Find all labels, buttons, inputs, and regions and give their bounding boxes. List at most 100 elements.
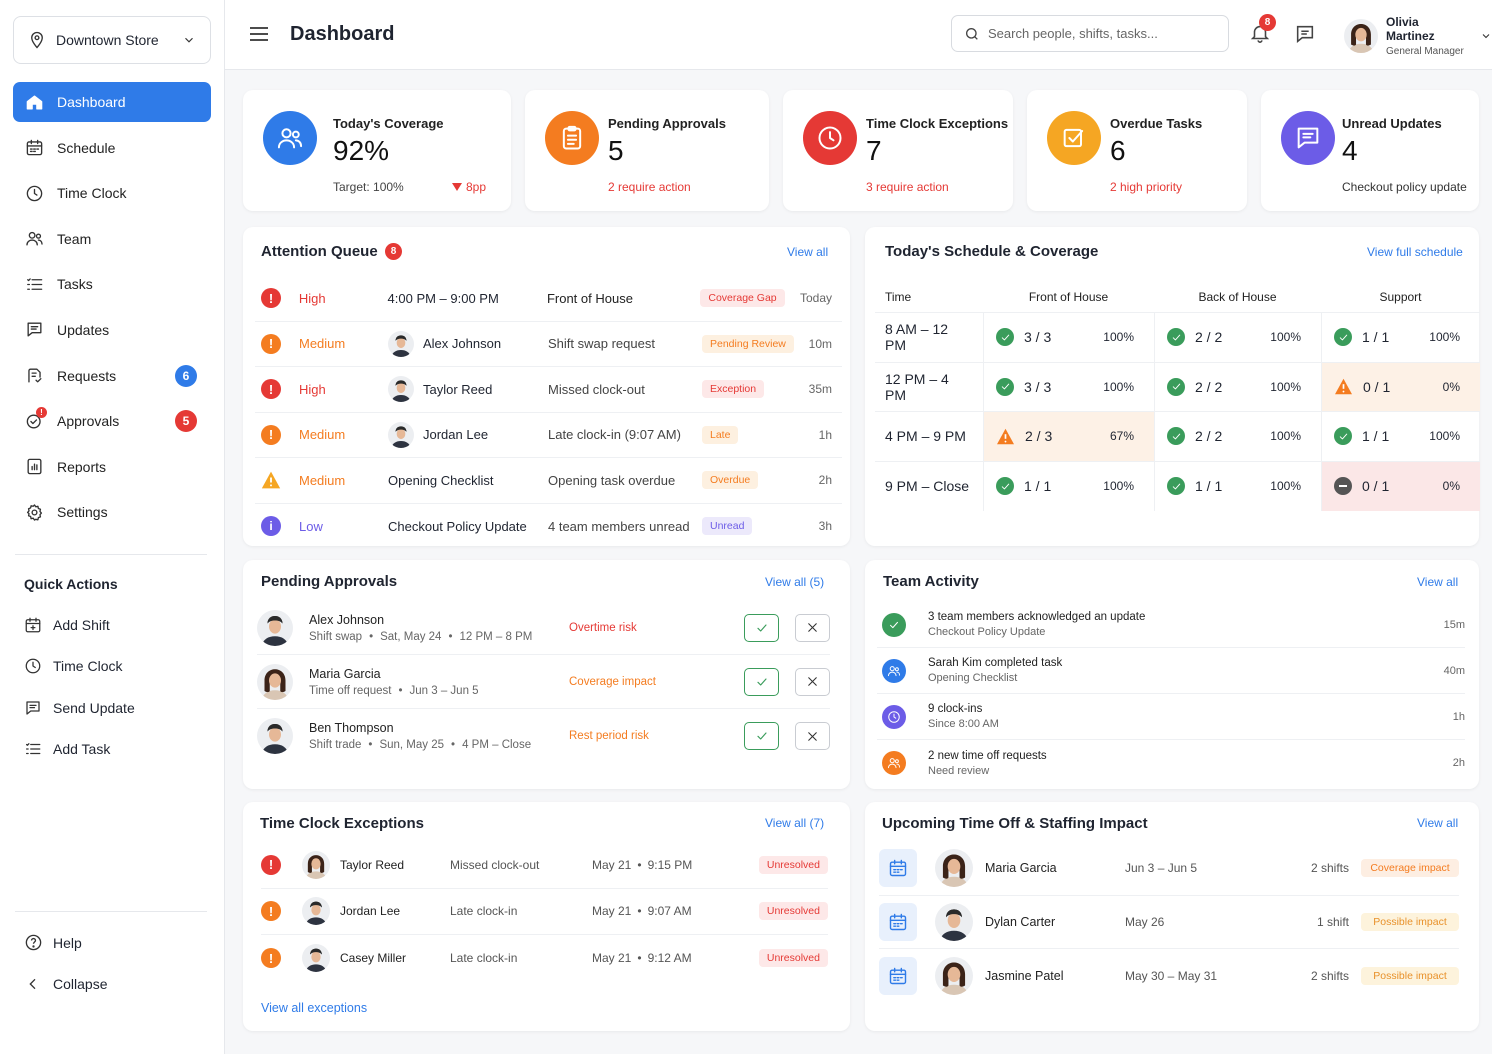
time-off-row[interactable]: Dylan Carter May 26 1 shift Possible imp… — [879, 896, 1459, 949]
stat-card[interactable]: Today's Coverage 92% Target: 100% 8pp — [243, 90, 511, 211]
coverage-cell[interactable]: 1 / 1 100% — [983, 461, 1154, 511]
coverage-cell[interactable]: 1 / 1 100% — [1321, 313, 1480, 362]
activity-row[interactable]: 3 team members acknowledged an update Ch… — [877, 602, 1465, 648]
high-priority-icon: ! — [261, 288, 281, 309]
priority-label: High — [299, 381, 326, 397]
coverage-cell[interactable]: 0 / 1 0% — [1321, 362, 1480, 411]
sidebar-item-dashboard[interactable]: Dashboard — [13, 82, 211, 122]
approve-button[interactable] — [744, 613, 779, 642]
attention-view-all-link[interactable]: View all — [787, 245, 829, 259]
time-off-row[interactable]: Jasmine Patel May 30 – May 31 2 shifts P… — [879, 949, 1459, 1003]
stat-card[interactable]: Overdue Tasks 6 2 high priority — [1027, 90, 1247, 211]
exception-row[interactable]: ! Taylor Reed Missed clock-out May 21 • 9:… — [261, 842, 828, 889]
exception-row[interactable]: ! Jordan Lee Late clock-in May 21 • 9:07 A… — [261, 889, 828, 935]
coverage-cell[interactable]: 1 / 1 100% — [1321, 412, 1480, 461]
coverage-cell[interactable]: 1 / 1 100% — [1154, 461, 1321, 511]
time-ago: 15m — [1443, 618, 1465, 631]
attention-row[interactable]: ! High Taylor Reed Missed clock-out Exce… — [255, 367, 842, 413]
exceptions-view-all-link[interactable]: View all (7) — [765, 816, 825, 830]
time-ago: 10m — [808, 336, 832, 351]
status-pill: Coverage Gap — [700, 289, 785, 308]
stat-value: 4 — [1342, 135, 1358, 166]
coverage-cell[interactable]: 2 / 2 100% — [1154, 412, 1321, 461]
person-name: Maria Garcia — [985, 861, 1057, 876]
item-description: 4 team members unread — [548, 518, 690, 534]
coverage-percent: 100% — [1270, 330, 1301, 345]
coverage-cell[interactable]: 2 / 2 100% — [1154, 362, 1321, 411]
activity-row[interactable]: 9 clock-ins Since 8:00 AM 1h — [877, 694, 1465, 740]
activity-title: 2 new time off requests — [928, 749, 1047, 762]
messages-icon[interactable] — [1294, 23, 1316, 45]
coverage-cell[interactable]: 3 / 3 100% — [983, 362, 1154, 411]
time-off-view-all-link[interactable]: View all — [1417, 816, 1459, 830]
checkbox-icon — [1047, 111, 1101, 165]
sidebar-item-time-clock[interactable]: Time Clock — [13, 173, 211, 213]
coverage-cell[interactable]: 0 / 1 0% — [1321, 461, 1480, 511]
coverage-percent: 100% — [1103, 330, 1134, 345]
reject-button[interactable] — [795, 667, 830, 696]
time-ago: 1h — [1452, 710, 1465, 723]
user-menu[interactable]: Olivia Martinez General Manager — [1344, 15, 1492, 57]
quick-action-add-shift[interactable]: Add Shift — [13, 604, 211, 646]
view-all-exceptions-link[interactable]: View all exceptions — [261, 1001, 368, 1015]
sidebar-item-reports[interactable]: Reports — [13, 447, 211, 487]
attention-row[interactable]: i Low Checkout Policy Update 4 team memb… — [255, 504, 842, 550]
approve-button[interactable] — [744, 667, 779, 696]
avatar — [302, 897, 330, 926]
help-link[interactable]: Help — [13, 922, 211, 964]
attention-row[interactable]: Medium Opening Checklist Opening task ov… — [255, 458, 842, 504]
quick-action-time-clock[interactable]: Time Clock — [13, 646, 211, 688]
nav-count-badge: 5 — [175, 410, 197, 433]
hamburger-menu-icon[interactable] — [249, 25, 269, 43]
attention-row[interactable]: ! High 4:00 PM – 9:00 PM Front of House … — [255, 276, 842, 322]
calendar-icon — [879, 956, 917, 995]
stat-card[interactable]: Time Clock Exceptions 7 3 require action — [783, 90, 1013, 211]
staff-fraction: 1 / 1 — [1195, 478, 1223, 495]
activity-row[interactable]: Sarah Kim completed task Opening Checkli… — [877, 648, 1465, 694]
sidebar-item-requests[interactable]: Requests 6 — [13, 356, 211, 396]
collapse-button[interactable]: Collapse — [13, 964, 211, 1006]
approval-row: Maria Garcia Time off request • Jun 3 – Ju… — [257, 655, 830, 709]
approvals-view-all-link[interactable]: View all (5) — [765, 575, 825, 589]
info-icon: i — [261, 516, 281, 537]
check-circle-icon — [996, 477, 1014, 496]
approval-row: Ben Thompson Shift trade • Sun, May 25 • 4 P… — [257, 709, 830, 763]
coverage-cell[interactable]: 2 / 2 100% — [1154, 313, 1321, 362]
attention-row[interactable]: ! Medium Alex Johnson Shift swap request… — [255, 322, 842, 367]
time-ago: 3h — [818, 519, 832, 534]
chevron-down-icon — [182, 33, 196, 47]
notifications-button[interactable]: 8 — [1249, 14, 1276, 44]
approve-button[interactable] — [744, 722, 779, 750]
sidebar-item-team[interactable]: Team — [13, 219, 211, 259]
sidebar-item-approvals[interactable]: ! Approvals 5 — [13, 401, 211, 441]
activity-view-all-link[interactable]: View all — [1417, 575, 1459, 589]
check-circle-icon — [996, 377, 1014, 396]
sidebar-item-settings[interactable]: Settings — [13, 492, 211, 532]
time-ago: 35m — [808, 382, 832, 397]
reject-button[interactable] — [795, 613, 830, 642]
reject-button[interactable] — [795, 722, 830, 750]
shift-count: 1 shift — [1316, 914, 1349, 929]
quick-action-send-update[interactable]: Send Update — [13, 687, 211, 729]
coverage-cell[interactable]: 3 / 3 100% — [983, 313, 1154, 362]
stat-card[interactable]: Pending Approvals 5 2 require action — [525, 90, 769, 211]
time-off-row[interactable]: Maria Garcia Jun 3 – Jun 5 2 shifts Cove… — [879, 842, 1459, 896]
coverage-cell[interactable]: 2 / 3 67% — [983, 412, 1154, 461]
search-input[interactable] — [988, 26, 1208, 41]
activity-row[interactable]: 2 new time off requests Need review 2h — [877, 740, 1465, 786]
time-off-dates: May 26 — [1125, 914, 1165, 929]
staff-fraction: 2 / 2 — [1195, 428, 1223, 445]
store-selector[interactable]: Downtown Store — [13, 16, 211, 64]
attention-row[interactable]: ! Medium Jordan Lee Late clock-in (9:07 … — [255, 413, 842, 458]
quick-action-add-task[interactable]: Add Task — [13, 729, 211, 771]
sidebar-item-tasks[interactable]: Tasks — [13, 264, 211, 304]
check-circle-icon — [1334, 328, 1352, 347]
staff-fraction: 1 / 1 — [1362, 428, 1390, 445]
priority-label: Low — [299, 518, 323, 534]
sidebar-item-updates[interactable]: Updates — [13, 310, 211, 350]
exception-row[interactable]: ! Casey Miller Late clock-in May 21 • 9:12… — [261, 935, 828, 982]
sidebar-item-schedule[interactable]: Schedule — [13, 128, 211, 168]
search-box[interactable] — [951, 15, 1229, 52]
stat-card[interactable]: Unread Updates 4 Checkout policy update — [1261, 90, 1479, 211]
view-full-schedule-link[interactable]: View full schedule — [1367, 245, 1463, 259]
